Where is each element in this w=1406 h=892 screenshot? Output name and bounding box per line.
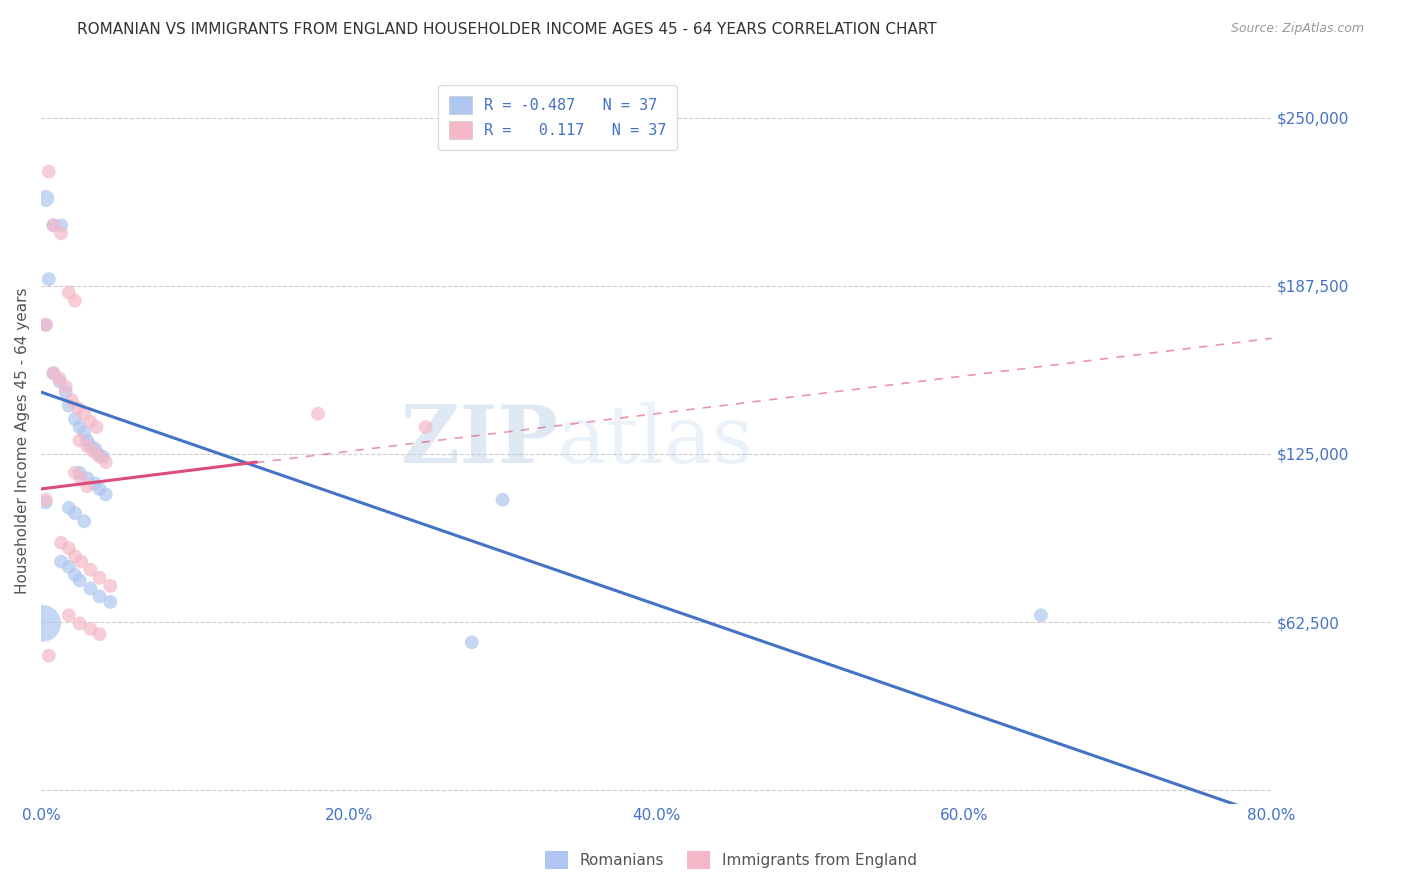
Text: ROMANIAN VS IMMIGRANTS FROM ENGLAND HOUSEHOLDER INCOME AGES 45 - 64 YEARS CORREL: ROMANIAN VS IMMIGRANTS FROM ENGLAND HOUS… [77,22,936,37]
Point [58,608,80,623]
Legend: Romanians, Immigrants from England: Romanians, Immigrants from England [538,845,924,875]
Point [63,568,86,582]
Point [35,318,58,332]
Point [69,420,91,434]
Point [58,285,80,300]
Point [63,466,86,480]
Point [42,366,65,380]
Point [49,227,72,241]
Point [79,563,101,577]
Point [1029,608,1052,623]
Point [69,616,91,631]
Point [38,648,60,663]
Point [63,293,86,308]
Point [307,407,329,421]
Point [55,380,77,394]
Point [89,590,111,604]
Point [89,482,111,496]
Point [94,487,117,501]
Point [98,595,121,609]
Point [38,272,60,286]
Y-axis label: Householder Income Ages 45 - 64 years: Householder Income Ages 45 - 64 years [15,287,30,594]
Point [69,434,91,448]
Point [94,455,117,469]
Point [79,622,101,636]
Point [73,425,96,440]
Point [70,555,93,569]
Point [70,471,93,485]
Point [84,442,107,456]
Point [91,450,114,464]
Point [58,500,80,515]
Point [63,549,86,564]
Point [60,393,83,408]
Point [76,479,98,493]
Point [76,439,98,453]
Point [79,439,101,453]
Point [48,375,70,389]
Point [76,434,98,448]
Point [38,164,60,178]
Point [461,635,484,649]
Point [89,450,111,464]
Point [42,219,65,233]
Point [73,514,96,528]
Point [98,579,121,593]
Point [86,420,108,434]
Point [76,471,98,485]
Point [35,318,58,332]
Point [58,399,80,413]
Point [55,385,77,400]
Point [491,492,513,507]
Point [58,541,80,555]
Text: ZIP: ZIP [401,401,558,480]
Point [79,415,101,429]
Point [42,366,65,380]
Point [82,444,104,458]
Point [73,407,96,421]
Point [89,571,111,585]
Text: atlas: atlas [558,401,754,480]
Point [84,476,107,491]
Point [35,495,58,509]
Point [69,574,91,588]
Point [35,191,58,205]
Text: Source: ZipAtlas.com: Source: ZipAtlas.com [1230,22,1364,36]
Point [66,401,89,416]
Point [31,616,53,631]
Point [58,560,80,574]
Point [79,582,101,596]
Point [42,219,65,233]
Point [48,372,70,386]
Point [87,447,110,461]
Point [415,420,437,434]
Point [89,627,111,641]
Point [63,506,86,520]
Point [49,535,72,549]
Point [49,219,72,233]
Point [35,492,58,507]
Point [49,555,72,569]
Point [63,412,86,426]
Point [69,466,91,480]
Legend: R = -0.487   N = 37, R =   0.117   N = 37: R = -0.487 N = 37, R = 0.117 N = 37 [439,85,678,150]
